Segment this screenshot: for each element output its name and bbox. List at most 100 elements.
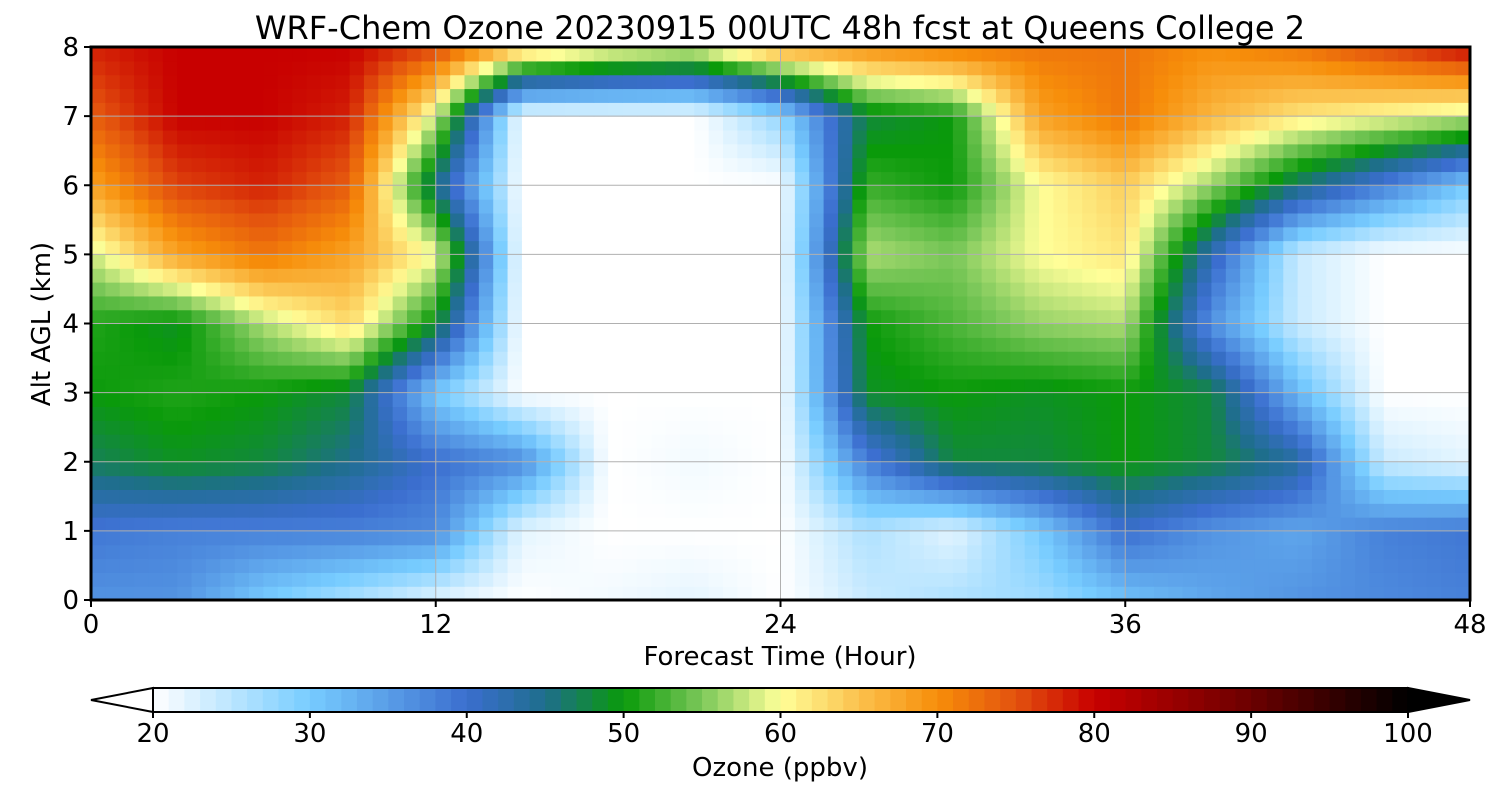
heatmap-cell	[852, 530, 868, 546]
heatmap-cell	[1340, 185, 1356, 200]
heatmap-cell	[1110, 337, 1126, 352]
heatmap-cell	[1311, 212, 1327, 228]
heatmap-cell	[521, 74, 537, 90]
heatmap-cell	[1182, 102, 1198, 117]
heatmap-cell	[995, 199, 1011, 214]
heatmap-cell	[1039, 226, 1055, 242]
heatmap-cell	[421, 461, 437, 477]
heatmap-cell	[1024, 586, 1040, 600]
heatmap-cell	[1211, 337, 1227, 352]
heatmap-cell	[866, 254, 882, 269]
heatmap-cell	[593, 420, 609, 435]
heatmap-cell	[349, 586, 365, 600]
heatmap-cell	[622, 337, 638, 352]
heatmap-cell	[1311, 364, 1327, 380]
heatmap-cell	[852, 240, 868, 255]
heatmap-cell	[794, 434, 810, 449]
heatmap-cell	[1455, 116, 1470, 131]
heatmap-cell	[751, 420, 767, 435]
heatmap-cell	[866, 185, 882, 200]
heatmap-cell	[1139, 143, 1155, 159]
heatmap-cell	[1441, 420, 1457, 435]
heatmap-cell	[1254, 364, 1270, 380]
heatmap-cell	[1039, 337, 1055, 352]
heatmap-cell	[967, 337, 983, 352]
heatmap-cell	[1398, 47, 1414, 62]
heatmap-cell	[392, 143, 408, 159]
heatmap-cell	[134, 199, 150, 214]
heatmap-cell	[794, 47, 810, 62]
heatmap-cell	[378, 143, 394, 159]
heatmap-cell	[981, 323, 997, 338]
heatmap-cell	[651, 88, 667, 103]
y-tick-label: 4	[62, 310, 79, 340]
heatmap-cell	[665, 143, 681, 159]
heatmap-cell	[1340, 503, 1356, 518]
heatmap-cell	[1283, 558, 1299, 573]
heatmap-cell	[737, 517, 753, 532]
heatmap-cell	[1355, 420, 1371, 435]
heatmap-cell	[407, 309, 422, 325]
heatmap-cell	[1297, 558, 1313, 573]
heatmap-cell	[1369, 212, 1385, 228]
heatmap-cell	[1283, 116, 1299, 131]
heatmap-cell	[1182, 489, 1198, 504]
colorbar-segment	[356, 688, 374, 712]
heatmap-cell	[1182, 74, 1198, 90]
heatmap-cell	[809, 406, 825, 421]
heatmap-cell	[550, 364, 566, 380]
heatmap-cell	[1024, 434, 1040, 449]
heatmap-cell	[521, 434, 537, 449]
heatmap-cell	[306, 447, 322, 463]
heatmap-cell	[1053, 143, 1069, 159]
heatmap-cell	[1340, 530, 1356, 546]
heatmap-cell	[636, 475, 652, 490]
heatmap-cell	[263, 392, 279, 408]
heatmap-cell	[1426, 47, 1442, 62]
heatmap-cell	[335, 558, 351, 573]
heatmap-cell	[823, 447, 839, 463]
heatmap-cell	[335, 226, 351, 242]
heatmap-cell	[363, 185, 379, 200]
heatmap-cell	[435, 185, 451, 200]
heatmap-cell	[593, 199, 609, 214]
heatmap-cell	[464, 309, 480, 325]
heatmap-cell	[363, 226, 379, 242]
heatmap-cell	[1225, 47, 1241, 62]
heatmap-cell	[407, 74, 422, 90]
colorbar-segment	[1094, 688, 1111, 712]
heatmap-cell	[1067, 544, 1083, 560]
heatmap-cell	[1426, 212, 1442, 228]
heatmap-cell	[263, 517, 279, 532]
heatmap-cell	[536, 309, 552, 325]
heatmap-cell	[105, 282, 121, 297]
heatmap-cell	[435, 434, 451, 449]
heatmap-cell	[1139, 517, 1155, 532]
heatmap-cell	[421, 212, 437, 228]
heatmap-cell	[1398, 558, 1414, 573]
heatmap-cell	[550, 88, 566, 103]
heatmap-cell	[995, 226, 1011, 242]
heatmap-cell	[679, 323, 695, 338]
heatmap-cell	[392, 586, 408, 600]
heatmap-cell	[292, 268, 308, 283]
heatmap-cell	[1254, 337, 1270, 352]
heatmap-cell	[162, 226, 178, 242]
heatmap-cell	[91, 447, 106, 463]
heatmap-cell	[1326, 489, 1342, 504]
heatmap-cell	[407, 60, 422, 76]
heatmap-cell	[277, 544, 293, 560]
heatmap-cell	[1125, 47, 1141, 62]
heatmap-cell	[435, 60, 451, 76]
heatmap-cell	[1053, 295, 1069, 311]
heatmap-cell	[751, 447, 767, 463]
heatmap-cell	[694, 282, 710, 297]
heatmap-cell	[507, 254, 523, 269]
heatmap-cell	[1297, 351, 1313, 366]
heatmap-cell	[823, 489, 839, 504]
heatmap-cell	[292, 60, 308, 76]
heatmap-cell	[349, 240, 365, 255]
heatmap-cell	[708, 323, 724, 338]
colorbar-segment	[921, 688, 938, 712]
heatmap-cell	[565, 102, 580, 117]
